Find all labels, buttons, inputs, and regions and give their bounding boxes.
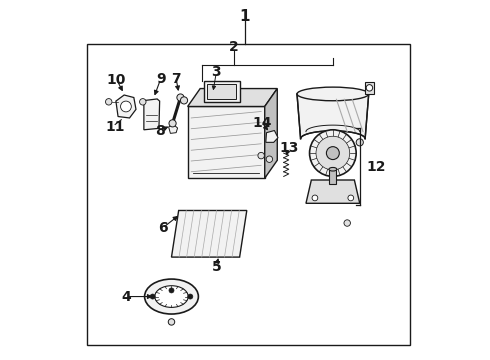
Text: 3: 3 [212,66,221,80]
Circle shape [105,99,112,105]
Circle shape [180,97,188,104]
Polygon shape [169,125,177,134]
Text: 13: 13 [279,141,298,155]
Circle shape [356,139,364,146]
Circle shape [188,294,193,299]
Bar [329,169,337,184]
Text: 2: 2 [229,40,239,54]
Ellipse shape [329,167,337,171]
Text: 8: 8 [155,123,165,138]
Polygon shape [188,107,265,178]
Circle shape [326,147,339,159]
Circle shape [258,152,265,159]
Polygon shape [188,89,277,107]
Circle shape [316,136,350,170]
Text: 1: 1 [240,9,250,24]
Polygon shape [306,180,360,203]
Circle shape [312,195,318,201]
Polygon shape [116,95,136,118]
Circle shape [348,195,354,201]
Ellipse shape [155,286,188,307]
Polygon shape [365,82,374,94]
Text: 11: 11 [105,120,125,134]
Polygon shape [297,94,368,139]
Text: 12: 12 [367,159,387,174]
Text: 10: 10 [107,73,126,87]
Text: 7: 7 [172,72,181,86]
Polygon shape [172,211,247,257]
Bar [207,84,236,99]
Bar [204,81,240,102]
Text: 6: 6 [158,221,167,235]
Text: 14: 14 [252,116,272,130]
Polygon shape [266,131,278,142]
Circle shape [169,288,174,293]
Text: 9: 9 [156,72,166,86]
Ellipse shape [145,279,198,314]
Text: 5: 5 [212,260,221,274]
Circle shape [266,156,272,162]
Circle shape [344,220,350,226]
Circle shape [366,85,373,91]
Circle shape [169,120,176,127]
Ellipse shape [297,87,368,101]
Circle shape [140,99,146,105]
Circle shape [168,319,175,325]
Circle shape [177,94,184,101]
Text: 4: 4 [122,289,131,303]
Bar [87,44,410,345]
Polygon shape [265,89,277,178]
Circle shape [150,294,155,299]
Circle shape [121,101,131,112]
Circle shape [310,130,356,176]
Polygon shape [144,99,160,130]
